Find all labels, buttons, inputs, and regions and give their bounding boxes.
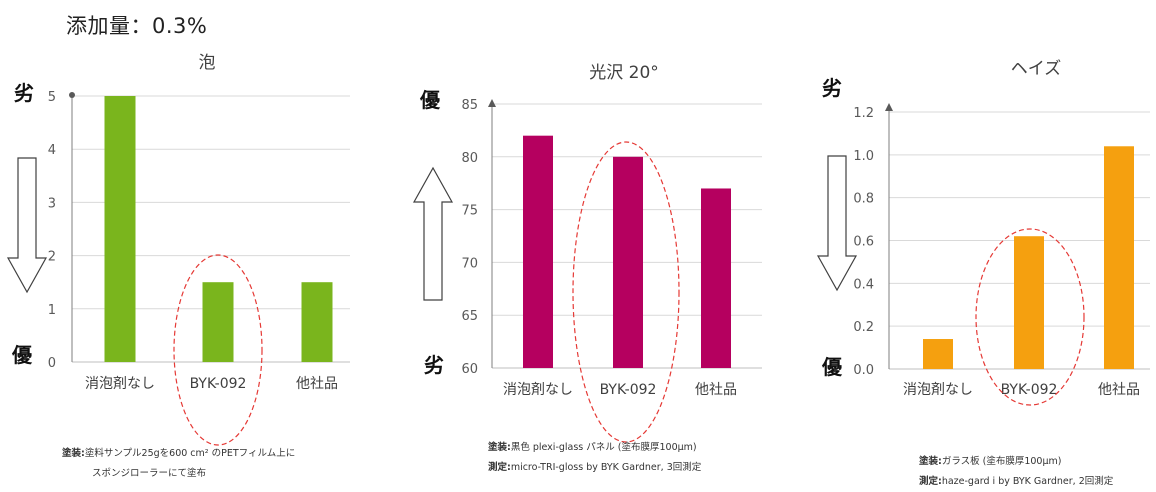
foam-category-label: BYK-092 [190, 376, 247, 392]
gloss-direction-arrow-icon [412, 166, 454, 301]
gloss-top-word: 優 [419, 88, 441, 112]
foam-category-label: 消泡剤なし [85, 376, 155, 392]
haze-ytick-label: 0.6 [853, 235, 874, 250]
note-gloss-label1: 塗装: [488, 442, 511, 453]
haze-ytick-label: 0.2 [853, 320, 874, 335]
foam-category-label: 他社品 [296, 376, 338, 392]
gloss-ytick-label: 75 [461, 204, 478, 219]
haze-ytick-label: 0.4 [853, 277, 874, 292]
haze-bar-0 [923, 339, 953, 369]
foam-bar-0 [104, 96, 136, 362]
note-haze-label2: 測定: [919, 476, 942, 487]
note-haze-label1: 塗装: [919, 456, 942, 467]
foam-highlight-ellipse [173, 254, 263, 446]
haze-bar-1 [1014, 236, 1044, 369]
foam-ytick-label: 1 [48, 303, 56, 318]
gloss-category-label: 消泡剤なし [503, 382, 573, 398]
foam-bottom-word: 優 [11, 343, 33, 367]
note-gloss: 塗装:黒色 plexi-glass パネル (塗布膜厚100µm) 測定:mic… [488, 438, 701, 478]
haze-ytick-label: 1.2 [853, 106, 874, 121]
haze-y-axis-arrowhead [885, 103, 893, 111]
note-haze-text2: haze-gard i by BYK Gardner, 2回測定 [941, 476, 1114, 487]
note-gloss-text2: micro-TRI-gloss by BYK Gardner, 3回測定 [510, 462, 702, 473]
gloss-ytick-label: 80 [461, 151, 478, 166]
foam-ytick-label: 4 [48, 143, 56, 158]
note-gloss-text1: 黒色 plexi-glass パネル (塗布膜厚100µm) [510, 442, 697, 453]
haze-ytick-label: 1.0 [853, 149, 874, 164]
haze-category-label: 消泡剤なし [903, 382, 973, 398]
gloss-ytick-label: 65 [461, 309, 478, 324]
foam-ytick-label: 5 [48, 90, 56, 105]
note-foam: 塗装:塗料サンプル25gを600 cm² のPETフィルム上に スポンジローラー… [62, 444, 295, 484]
gloss-ytick-label: 85 [461, 98, 478, 113]
haze-ytick-label: 0.8 [853, 192, 874, 207]
note-foam-text1: 塗料サンプル25gを600 cm² のPETフィルム上に [84, 448, 296, 459]
gloss-bar-2 [701, 188, 731, 368]
gloss-category-label: 他社品 [695, 382, 737, 398]
foam-ytick-label: 2 [48, 250, 56, 265]
note-haze-line2: 測定:haze-gard i by BYK Gardner, 2回測定 [919, 472, 1113, 492]
note-gloss-label2: 測定: [488, 462, 511, 473]
note-gloss-line1: 塗装:黒色 plexi-glass パネル (塗布膜厚100µm) [488, 438, 701, 458]
gloss-y-axis-arrowhead [488, 99, 496, 107]
gloss-bottom-word: 劣 [424, 353, 444, 377]
haze-top-word: 劣 [822, 76, 842, 100]
haze-bar-2 [1104, 146, 1134, 369]
foam-top-word: 劣 [14, 81, 34, 105]
header-additive-amount: 添加量：0.3% [66, 14, 208, 38]
foam-bar-2 [301, 282, 333, 362]
haze-highlight-ellipse [975, 228, 1085, 406]
foam-y-axis-dot [69, 92, 75, 98]
foam-bar-1 [202, 282, 234, 362]
note-foam-label: 塗装: [62, 448, 85, 459]
gloss-highlight-ellipse [572, 141, 680, 443]
gloss-bar-0 [523, 135, 553, 368]
note-haze-text1: ガラス板 (塗布膜厚100µm) [941, 456, 1062, 467]
haze-chart-title: ヘイズ [1011, 59, 1062, 79]
gloss-category-label: BYK-092 [600, 382, 657, 398]
haze-direction-arrow-icon [816, 155, 858, 292]
haze-bottom-word: 優 [821, 355, 843, 379]
foam-direction-arrow-icon [6, 157, 48, 294]
foam-ytick-label: 3 [48, 196, 56, 211]
gloss-ytick-label: 60 [461, 362, 478, 377]
foam-ytick-label: 0 [48, 356, 56, 371]
gloss-ytick-label: 70 [461, 256, 478, 271]
note-foam-line1: 塗装:塗料サンプル25gを600 cm² のPETフィルム上に [62, 444, 295, 464]
note-haze-line1: 塗装:ガラス板 (塗布膜厚100µm) [919, 452, 1113, 472]
gloss-chart-title: 光沢 20° [589, 63, 659, 83]
note-gloss-line2: 測定:micro-TRI-gloss by BYK Gardner, 3回測定 [488, 458, 701, 478]
haze-category-label: BYK-092 [1001, 382, 1058, 398]
haze-ytick-label: 0.0 [853, 363, 874, 378]
gloss-bar-1 [613, 156, 643, 368]
haze-category-label: 他社品 [1098, 382, 1140, 398]
note-haze: 塗装:ガラス板 (塗布膜厚100µm) 測定:haze-gard i by BY… [919, 452, 1113, 492]
foam-chart-title: 泡 [199, 53, 216, 73]
note-foam-line2: スポンジローラーにて塗布 [92, 468, 207, 479]
